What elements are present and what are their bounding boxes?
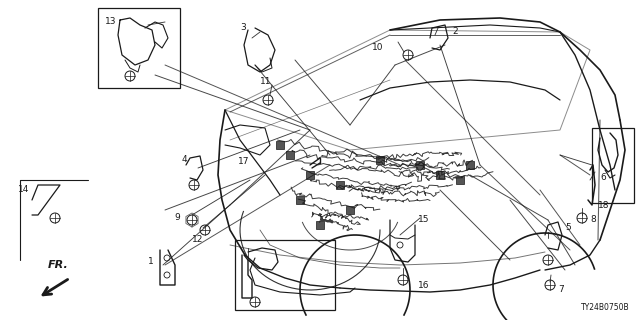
Text: 5: 5 <box>565 223 571 233</box>
Bar <box>276 141 284 149</box>
Text: 3: 3 <box>240 23 246 33</box>
Bar <box>316 221 324 229</box>
Bar <box>466 161 474 169</box>
Text: 18: 18 <box>598 201 609 210</box>
Text: 6: 6 <box>600 173 605 182</box>
Bar <box>286 151 294 159</box>
Text: 2: 2 <box>452 28 458 36</box>
Text: 9: 9 <box>174 213 180 222</box>
Text: 16: 16 <box>418 281 429 290</box>
Bar <box>416 161 424 169</box>
Text: TY24B0750B: TY24B0750B <box>581 303 630 312</box>
Bar <box>346 206 354 214</box>
Text: 15: 15 <box>418 215 429 225</box>
Text: 12: 12 <box>192 236 204 244</box>
Bar <box>436 171 444 179</box>
Text: FR.: FR. <box>47 260 68 270</box>
Bar <box>306 171 314 179</box>
Text: 11: 11 <box>260 77 271 86</box>
Text: 4: 4 <box>182 156 188 164</box>
Bar <box>592 128 634 203</box>
Text: 17: 17 <box>238 157 250 166</box>
Bar <box>376 156 384 164</box>
Text: 7: 7 <box>558 285 564 294</box>
Text: 10: 10 <box>372 44 383 52</box>
Text: 14: 14 <box>18 186 29 195</box>
Bar <box>336 181 344 189</box>
Text: 13: 13 <box>105 18 116 27</box>
Text: 8: 8 <box>590 215 596 225</box>
Bar <box>98 8 180 88</box>
Bar <box>296 196 304 204</box>
Bar <box>235 240 335 310</box>
Text: 1: 1 <box>148 258 154 267</box>
Bar <box>456 176 464 184</box>
